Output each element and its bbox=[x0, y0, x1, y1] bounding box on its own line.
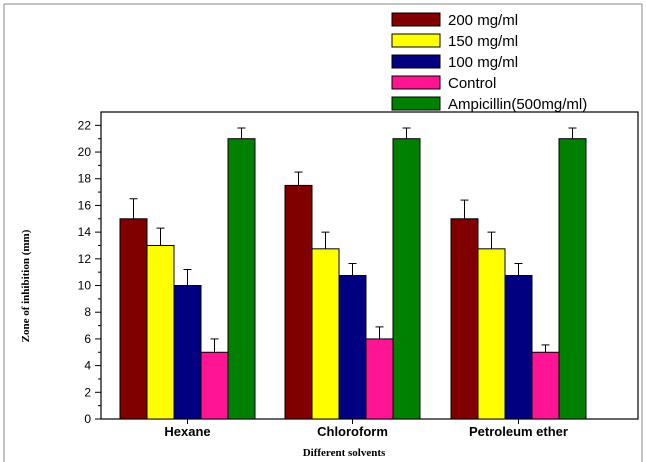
bar bbox=[477, 248, 506, 420]
bar bbox=[119, 218, 148, 420]
y-axis: 0 2 4 6 8 10 12 14 16 18 20 22 bbox=[78, 118, 101, 426]
bar bbox=[173, 285, 202, 420]
bar bbox=[200, 351, 229, 420]
bar bbox=[338, 275, 367, 420]
y-tick-label: 16 bbox=[78, 198, 92, 212]
y-tick-label: 22 bbox=[78, 118, 92, 132]
bar bbox=[311, 248, 340, 420]
x-axis: Hexane Chloroform Petroleum ether bbox=[164, 419, 568, 439]
x-axis-title: Different solvents bbox=[303, 447, 386, 459]
bar bbox=[504, 275, 533, 420]
bar bbox=[365, 338, 394, 420]
bar bbox=[284, 184, 313, 420]
y-tick-label: 12 bbox=[78, 252, 92, 266]
legend-label: 200 mg/ml bbox=[448, 12, 518, 29]
bar bbox=[531, 351, 560, 420]
y-tick-label: 2 bbox=[84, 385, 91, 399]
y-tick-label: 8 bbox=[84, 305, 91, 319]
legend: 200 mg/ml 150 mg/ml 100 mg/ml Control Ampici… bbox=[391, 12, 587, 113]
bar bbox=[227, 138, 256, 420]
legend-swatch bbox=[391, 75, 441, 90]
legend-label: 100 mg/ml bbox=[448, 54, 518, 71]
y-tick-label: 0 bbox=[84, 412, 91, 426]
x-category-label: Chloroform bbox=[317, 424, 388, 439]
y-tick-label: 14 bbox=[78, 225, 92, 239]
y-axis-title: Zone of inhibition (mm) bbox=[20, 229, 32, 342]
legend-swatch bbox=[391, 33, 441, 48]
legend-swatch bbox=[391, 12, 441, 27]
bar bbox=[450, 218, 479, 420]
bar bbox=[146, 244, 175, 420]
bars bbox=[119, 127, 587, 420]
y-tick-label: 18 bbox=[78, 172, 92, 186]
y-tick-label: 4 bbox=[84, 359, 91, 373]
y-tick-label: 20 bbox=[78, 145, 92, 159]
legend-label: Control bbox=[448, 75, 496, 92]
y-tick-label: 6 bbox=[84, 332, 91, 346]
legend-swatch bbox=[391, 54, 441, 69]
bar bbox=[392, 138, 421, 420]
bar bbox=[558, 138, 587, 420]
x-category-label: Hexane bbox=[164, 424, 210, 439]
x-category-label: Petroleum ether bbox=[469, 424, 568, 439]
legend-label: Ampicillin(500mg/ml) bbox=[448, 96, 587, 113]
y-tick-label: 10 bbox=[78, 279, 92, 293]
legend-swatch bbox=[391, 96, 441, 111]
legend-label: 150 mg/ml bbox=[448, 33, 518, 50]
